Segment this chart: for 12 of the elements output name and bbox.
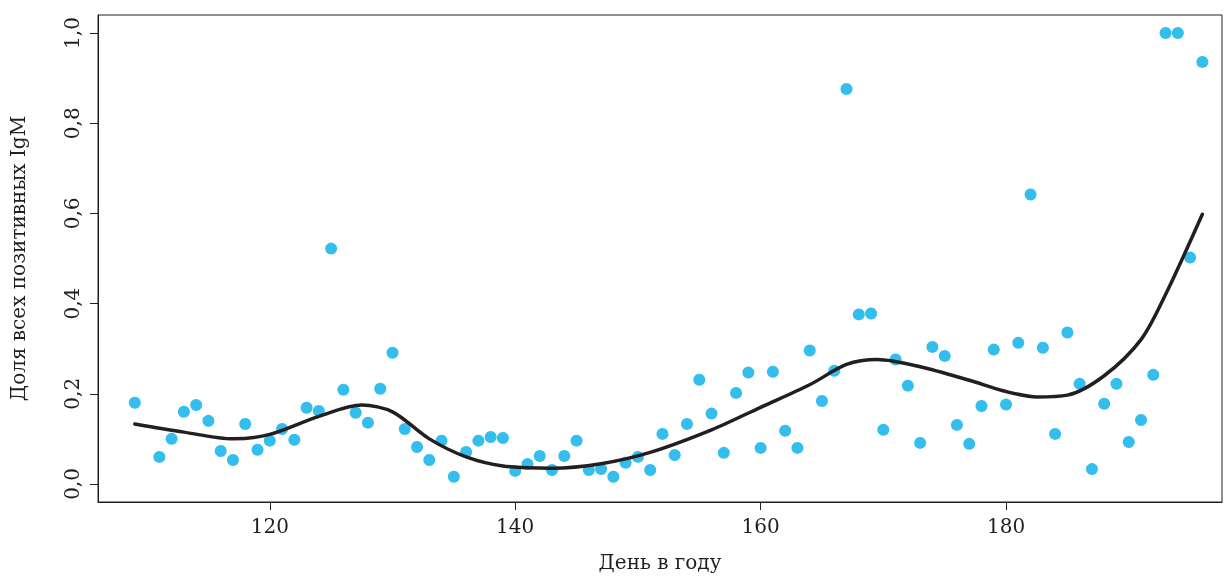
x-axis-title: День в году <box>598 550 722 574</box>
x-tick-label: 120 <box>250 514 289 538</box>
y-tick-label: 0,8 <box>60 107 84 140</box>
x-tick-label: 160 <box>741 514 780 538</box>
x-tick-label: 180 <box>986 514 1026 538</box>
y-axis-title: Доля всех позитивных IgM <box>6 115 30 402</box>
y-tick-label: 0,0 <box>60 468 84 500</box>
y-tick-label: 1,0 <box>60 17 84 49</box>
x-tick-label: 140 <box>496 514 535 538</box>
y-tick-label: 0,4 <box>60 287 84 320</box>
y-tick-label: 0,6 <box>60 197 84 230</box>
y-tick-label: 0,2 <box>60 377 84 410</box>
